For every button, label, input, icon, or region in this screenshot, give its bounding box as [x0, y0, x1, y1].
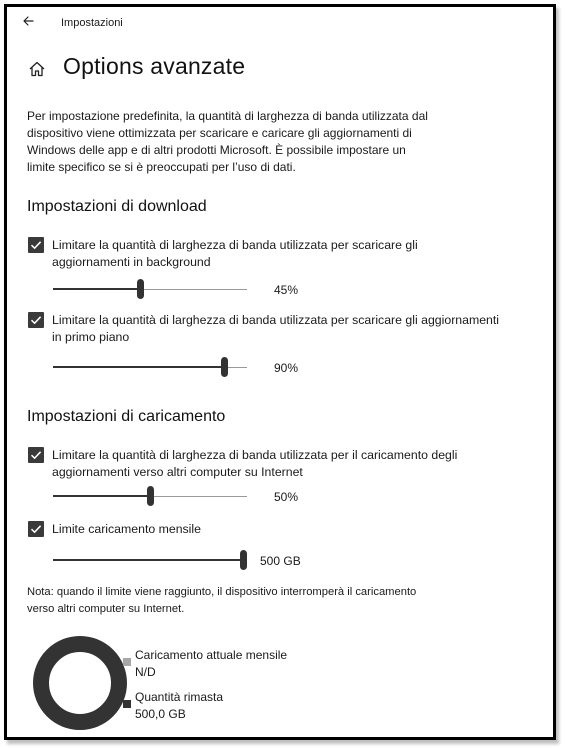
settings-window: Impostazioni Options avanzate Per impost…: [4, 4, 556, 740]
window-title: Impostazioni: [61, 17, 123, 29]
background-download-value: 45%: [274, 283, 299, 297]
usage-ring: [33, 636, 127, 730]
remaining-label: Quantità rimasta: [135, 690, 224, 704]
slider-thumb[interactable]: [221, 357, 228, 377]
upload-limit-checkbox[interactable]: [28, 447, 44, 463]
current-upload-label: Caricamento attuale mensile: [135, 648, 288, 662]
background-download-slider[interactable]: [53, 279, 247, 299]
upload-limit-label: Limitare la quantità di larghezza di ban…: [52, 448, 458, 479]
upload-note: Nota: quando il limite viene raggiunto, …: [27, 586, 417, 615]
upload-section-title: Impostazioni di caricamento: [27, 408, 226, 425]
remaining-value: 500,0 GB: [135, 707, 186, 721]
background-download-checkbox[interactable]: [28, 237, 44, 253]
upload-limit-value: 50%: [274, 490, 299, 504]
slider-track: [154, 495, 247, 497]
monthly-limit-slider[interactable]: [53, 550, 247, 570]
slider-track: [144, 288, 247, 290]
upload-limit-slider[interactable]: [53, 486, 247, 506]
background-download-label: Limitare la quantità di larghezza di ban…: [52, 238, 418, 269]
upload-usage-donut: [33, 636, 127, 730]
checkmark-icon: [30, 316, 42, 325]
foreground-download-checkbox[interactable]: [28, 312, 44, 328]
intro-description: Per impostazione predefinita, la quantit…: [27, 109, 428, 174]
monthly-limit-label: Limite caricamento mensile: [52, 522, 201, 536]
download-section-title: Impostazioni di download: [27, 198, 207, 215]
back-button[interactable]: [19, 11, 39, 31]
slider-fill: [53, 288, 137, 290]
monthly-limit-value: 500 GB: [260, 554, 301, 568]
checkmark-icon: [30, 241, 42, 250]
arrow-left-icon: [23, 16, 34, 26]
slider-fill: [53, 495, 147, 497]
foreground-download-value: 90%: [274, 361, 299, 375]
foreground-download-slider[interactable]: [53, 357, 247, 377]
home-icon[interactable]: [27, 59, 47, 79]
checkmark-icon: [30, 525, 42, 534]
checkmark-icon: [30, 451, 42, 460]
current-upload-value: N/D: [135, 665, 156, 679]
foreground-download-label: Limitare la quantità di larghezza di ban…: [52, 313, 500, 344]
slider-fill: [53, 366, 221, 368]
page-title: Options avanzate: [63, 53, 246, 79]
slider-thumb[interactable]: [137, 279, 144, 299]
monthly-limit-checkbox[interactable]: [28, 521, 44, 537]
slider-track: [228, 366, 247, 368]
slider-fill: [53, 559, 240, 561]
current-upload-swatch: [123, 658, 131, 666]
slider-thumb[interactable]: [240, 550, 247, 570]
slider-thumb[interactable]: [147, 486, 154, 506]
remaining-swatch: [123, 700, 131, 708]
